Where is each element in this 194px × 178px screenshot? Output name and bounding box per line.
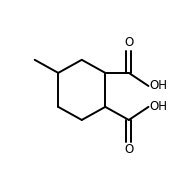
Text: O: O (124, 143, 133, 156)
Text: OH: OH (150, 79, 168, 92)
Text: OH: OH (150, 100, 168, 113)
Text: O: O (124, 36, 133, 49)
